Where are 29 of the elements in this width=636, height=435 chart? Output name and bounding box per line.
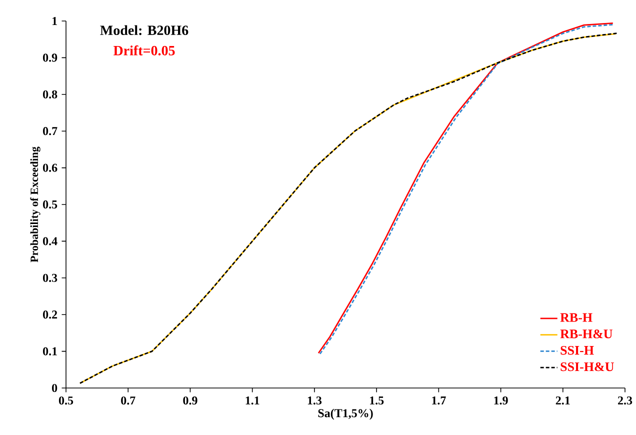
y-tick-label: 0.7 — [43, 127, 58, 136]
legend-label: SSI-H — [560, 346, 594, 355]
x-tick-label: 1.3 — [308, 396, 322, 405]
x-tick-label: 1.1 — [246, 396, 260, 405]
x-tick-label: 0.7 — [121, 396, 136, 405]
y-tick-label: 0.5 — [43, 200, 58, 209]
legend-label: SSI-H&U — [560, 362, 614, 372]
legend-label: RB-H&U — [560, 330, 612, 338]
annotation: Model: B20H6 — [100, 25, 188, 36]
y-tick-label: 0.1 — [43, 347, 57, 356]
x-tick-label: 2.1 — [556, 396, 570, 405]
y-tick-label: 0.8 — [43, 90, 58, 98]
y-tick-label: 0.9 — [43, 54, 58, 62]
y-tick-label: 0 — [52, 384, 58, 392]
x-tick-label: 1.9 — [494, 396, 508, 405]
annotation: Drift=0.05 — [114, 45, 175, 56]
y-tick-label: 0.2 — [43, 310, 58, 319]
x-axis-title: Sa(T1,5%) — [318, 408, 373, 420]
x-tick-label: 2.3 — [618, 396, 632, 405]
x-tick-label: 1.7 — [432, 396, 446, 405]
y-tick-label: 0.3 — [43, 274, 58, 282]
y-tick-label: 1 — [52, 17, 57, 25]
legend-label: RB-H — [560, 313, 592, 322]
x-tick-label: 0.5 — [58, 396, 74, 405]
x-tick-label: 0.9 — [183, 396, 198, 405]
y-axis-title: Probability of Exceeding — [30, 146, 40, 262]
x-tick-label: 1.5 — [370, 396, 384, 405]
y-tick-label: 0.6 — [43, 164, 58, 172]
y-tick-label: 0.4 — [43, 237, 58, 246]
